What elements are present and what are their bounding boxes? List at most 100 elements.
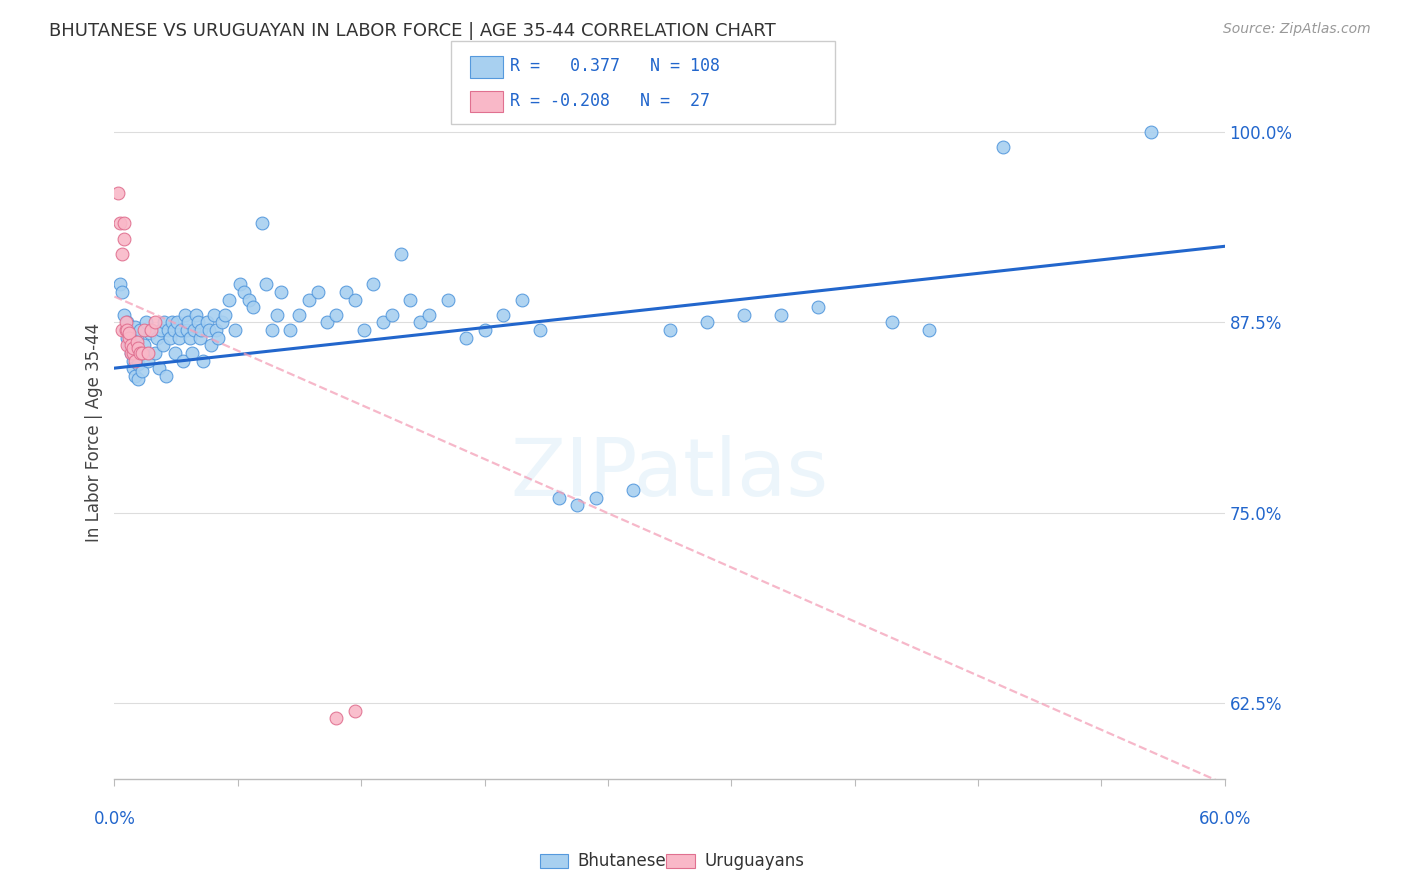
Point [170,323,193,337]
Point [238,293,260,307]
Point [325,711,347,725]
Point [122,361,145,376]
Point [335,285,357,299]
Point [127,357,149,371]
Point [242,300,264,314]
Point [149,323,172,337]
Point [197,323,219,337]
Point [288,308,311,322]
Point [252,216,274,230]
Point [132,323,155,337]
Point [141,323,163,337]
Point [136,353,159,368]
Point [131,364,153,378]
Point [529,323,551,337]
Point [172,353,194,368]
Point [474,323,496,337]
Point [205,323,228,337]
Point [122,342,145,356]
Point [111,247,134,261]
Point [108,277,131,292]
Point [131,346,153,360]
Point [117,315,139,329]
Text: R =   0.377   N = 108: R = 0.377 N = 108 [510,57,720,75]
Point [136,346,159,360]
Point [127,342,149,356]
Point [129,346,152,360]
Point [565,498,588,512]
Text: Bhutanese: Bhutanese [578,852,666,870]
Point [880,315,903,329]
Point [122,342,145,356]
Point [138,326,160,340]
Point [233,285,256,299]
Point [658,323,681,337]
Point [118,326,141,340]
Point [173,308,195,322]
Point [371,315,394,329]
Point [184,308,207,322]
Point [547,491,569,505]
Point [436,293,458,307]
Point [167,331,190,345]
Point [107,186,129,200]
Point [807,300,830,314]
Y-axis label: In Labor Force | Age 35-44: In Labor Force | Age 35-44 [86,323,103,542]
Point [510,293,533,307]
Point [769,308,792,322]
Point [343,704,366,718]
Point [162,323,184,337]
Point [176,323,198,337]
Text: 0.0%: 0.0% [93,810,135,828]
Point [132,338,155,352]
Point [118,338,141,352]
Point [991,140,1014,154]
Point [696,315,718,329]
Point [307,285,329,299]
Point [195,315,218,329]
Point [122,346,145,360]
Point [131,346,153,360]
Point [218,293,240,307]
Point [143,315,166,329]
Point [118,331,141,345]
Point [125,346,148,360]
Point [120,338,142,352]
Point [112,308,135,322]
Point [363,277,385,292]
Point [190,323,212,337]
Point [353,323,375,337]
Point [114,323,136,337]
Point [270,285,292,299]
Point [155,368,177,383]
Point [146,331,169,345]
Text: ZIPatlas: ZIPatlas [510,435,828,514]
Point [229,277,252,292]
Point [135,315,157,329]
Point [122,353,145,368]
Text: Source: ZipAtlas.com: Source: ZipAtlas.com [1223,22,1371,37]
Point [143,346,166,360]
Point [260,323,283,337]
Point [117,338,139,352]
Point [108,216,131,230]
Point [1139,125,1161,139]
Point [266,308,288,322]
Point [118,326,141,340]
Point [454,331,477,345]
Point [211,315,233,329]
Point [125,335,148,350]
Point [124,353,146,368]
Point [166,315,188,329]
Point [183,323,205,337]
Point [114,323,136,337]
Point [585,491,607,505]
Point [124,368,146,383]
Point [621,483,644,497]
Text: 60.0%: 60.0% [1198,810,1251,828]
Point [127,372,149,386]
Point [117,331,139,345]
Point [917,323,939,337]
Point [159,331,181,345]
Text: R = -0.208   N =  27: R = -0.208 N = 27 [510,92,710,110]
